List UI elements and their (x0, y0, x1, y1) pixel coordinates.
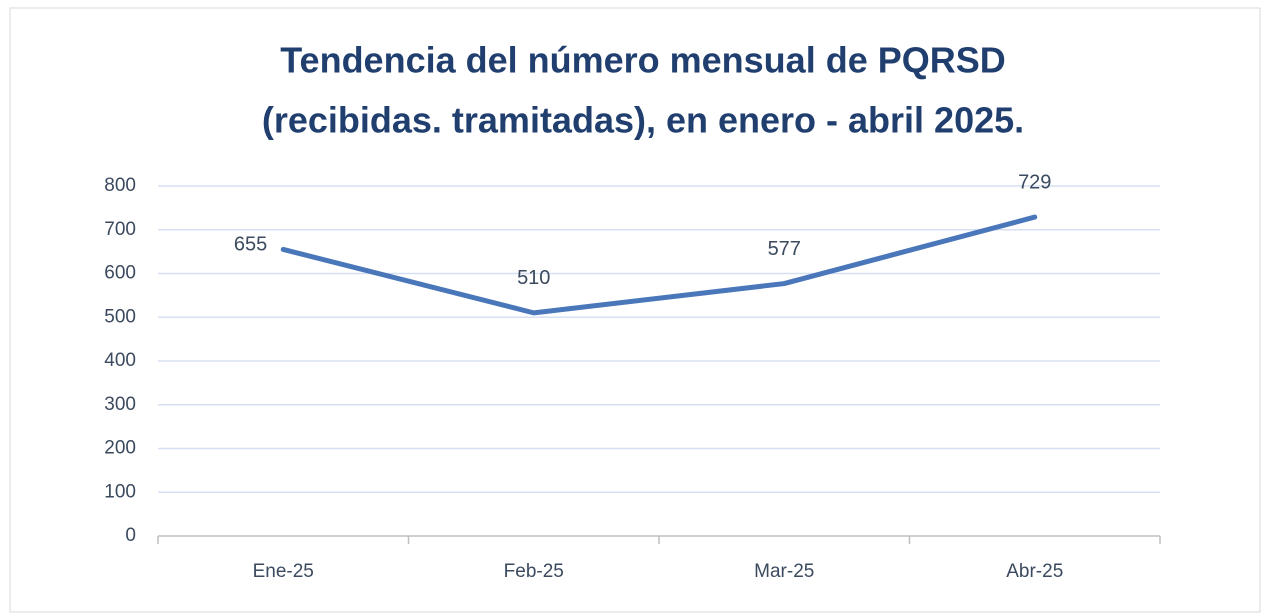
x-tick-label: Mar-25 (754, 561, 814, 582)
y-tick-label: 200 (104, 438, 136, 459)
y-tick-label: 800 (104, 175, 136, 196)
chart-border (9, 7, 1261, 613)
data-line (280, 214, 1038, 316)
y-tick-label: 100 (104, 481, 136, 502)
y-tick-label: 400 (104, 350, 136, 371)
y-tick-label: 500 (104, 306, 136, 327)
data-label: 577 (768, 238, 801, 260)
x-tick-label: Abr-25 (1006, 561, 1063, 582)
x-tick-label: Ene-25 (253, 561, 314, 582)
y-tick-label: 700 (104, 219, 136, 240)
chart-title: (recibidas. tramitadas), en enero - abri… (262, 100, 1024, 141)
x-tick-label: Feb-25 (504, 561, 564, 582)
data-label: 510 (517, 267, 550, 289)
y-tick-label: 300 (104, 394, 136, 415)
y-tick-label: 0 (125, 525, 136, 546)
data-label: 729 (1018, 171, 1051, 193)
y-tick-label: 600 (104, 263, 136, 284)
data-label: 655 (234, 234, 267, 256)
chart-title: Tendencia del número mensual de PQRSD (280, 40, 1006, 81)
